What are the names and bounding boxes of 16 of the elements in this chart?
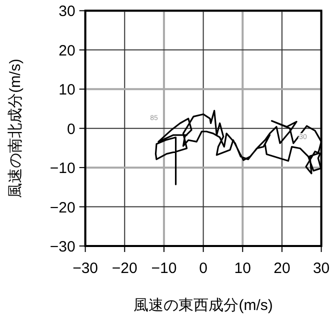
x-tick-label: −20 [112,260,138,277]
x-tick-label: 10 [234,260,251,277]
y-tick-label: −20 [50,199,76,216]
y-tick-label: 10 [58,82,76,99]
y-tick-label: −10 [50,160,76,178]
x-tick-label: 0 [199,260,208,277]
x-tick-label: −30 [72,260,98,277]
x-axis-title: 風速の東西成分(m/s) [134,297,273,314]
x-tick-label: −10 [151,260,177,277]
y-tick-label: 20 [58,42,76,60]
y-tick-label: 0 [66,120,76,138]
y-tick-label: −30 [50,238,76,256]
x-tick-label: 20 [274,260,290,277]
y-tick-label: 30 [58,3,76,20]
y-axis-title: 風速の南北成分(m/s) [7,58,24,198]
x-tick-label: 30 [312,260,330,277]
